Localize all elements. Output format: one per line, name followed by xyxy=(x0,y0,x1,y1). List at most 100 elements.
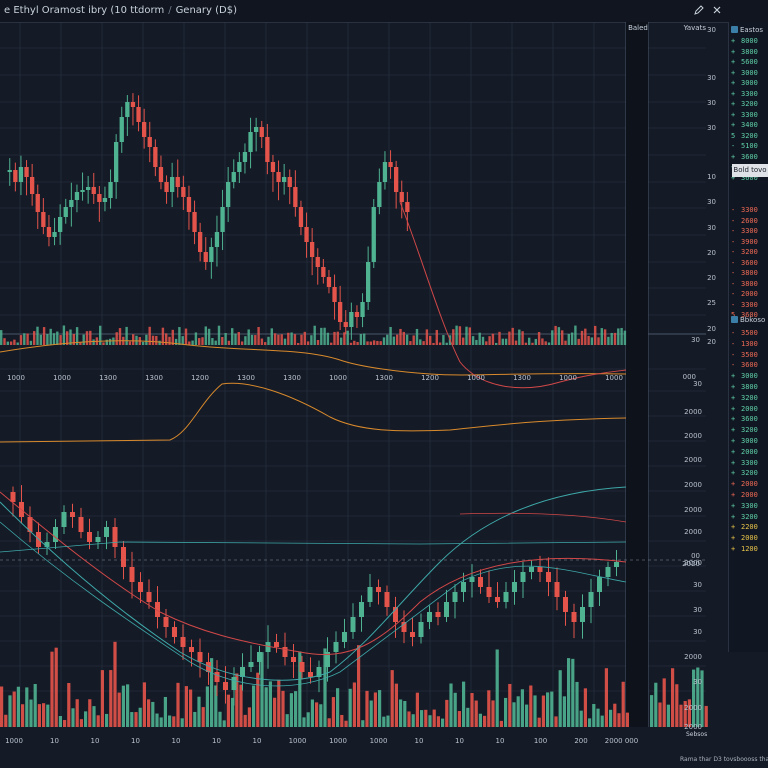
watchlist-row[interactable]: +1200 xyxy=(731,544,768,555)
watchlist-row[interactable]: +3800 xyxy=(731,47,768,58)
volume-bar xyxy=(405,334,409,345)
ma-line xyxy=(399,201,627,389)
watchlist-row[interactable]: +3000 xyxy=(731,371,768,382)
candle xyxy=(298,207,304,227)
price-tick-label: 25 xyxy=(707,299,716,307)
watchlist-row[interactable]: +3000 xyxy=(731,436,768,447)
volume-bar xyxy=(415,692,419,727)
candle xyxy=(138,582,143,592)
candle xyxy=(78,517,84,532)
watchlist-row[interactable]: +2000 xyxy=(731,479,768,490)
watchlist-row[interactable]: +2000 xyxy=(731,490,768,501)
watchlist-row[interactable]: -3800 xyxy=(731,279,768,290)
price-tick-label: 2000 xyxy=(684,559,702,567)
watchlist-row[interactable]: +3400 xyxy=(731,120,768,131)
watchlist-row[interactable]: +3300 xyxy=(731,110,768,121)
volume-bar xyxy=(277,679,281,727)
volume-bar xyxy=(151,701,155,727)
watchlist-row[interactable]: +3600 xyxy=(731,414,768,425)
volume-bar xyxy=(222,720,226,727)
watchlist-row[interactable]: +3300 xyxy=(731,458,768,469)
watchlist-row[interactable]: -3300 xyxy=(731,226,768,237)
watchlist-row[interactable]: +2000 xyxy=(731,447,768,458)
volume-bar xyxy=(204,326,207,345)
volume-bar xyxy=(298,651,302,727)
volume-bar xyxy=(378,690,382,727)
watchlist-row[interactable]: -3600 xyxy=(731,258,768,269)
price-tick-label: 2000 xyxy=(684,704,702,712)
candle xyxy=(461,582,466,592)
price-tick-label: 000 xyxy=(683,373,696,381)
watchlist-row[interactable]: -3800 xyxy=(731,268,768,279)
watchlist-section2-header[interactable]: Bbkoso xyxy=(731,314,768,326)
watchlist-row[interactable]: +3300 xyxy=(731,89,768,100)
watchlist-row[interactable]: -3500 xyxy=(731,350,768,361)
row-indicator: + xyxy=(731,534,736,543)
watchlist-row[interactable]: +3200 xyxy=(731,99,768,110)
volume-bar xyxy=(567,333,570,345)
pencil-icon[interactable] xyxy=(692,4,706,18)
candle xyxy=(146,592,152,602)
watchlist-row[interactable]: -5100 xyxy=(731,141,768,152)
volume-bar xyxy=(88,699,92,727)
volume-bar xyxy=(382,337,386,345)
list-icon xyxy=(731,26,738,33)
watchlist-row[interactable]: +8000 xyxy=(731,36,768,47)
volume-bar xyxy=(234,333,237,345)
candle xyxy=(257,652,262,662)
watchlist-row[interactable]: -1300 xyxy=(731,339,768,350)
watchlist-row[interactable]: -3900 xyxy=(731,237,768,248)
watchlist-row[interactable]: +3200 xyxy=(731,425,768,436)
volume-bar xyxy=(580,330,584,345)
candle xyxy=(63,207,68,217)
candle xyxy=(343,322,348,327)
watchlist-row[interactable]: +3000 xyxy=(731,78,768,89)
volume-bar xyxy=(92,706,96,727)
watchlist-row[interactable]: +3600 xyxy=(731,152,768,163)
volume-bar xyxy=(344,720,348,727)
price-chart[interactable]: 3030303010303020202520203000030200020002… xyxy=(0,22,728,756)
volume-bar xyxy=(237,332,240,345)
watchlist-row[interactable]: +3800 xyxy=(731,382,768,393)
volume-bar xyxy=(247,707,251,727)
volume-bar xyxy=(29,699,33,727)
watchlist-row[interactable]: -3300 xyxy=(731,300,768,311)
volume-bar xyxy=(313,325,316,345)
volume-bar xyxy=(105,713,109,727)
watchlist-row[interactable]: +2200 xyxy=(731,522,768,533)
watchlist-row[interactable]: +3200 xyxy=(731,468,768,479)
highlight-label[interactable]: Bold tovo xyxy=(732,164,768,177)
watchlist-row[interactable]: +3300 xyxy=(731,501,768,512)
watchlist-row[interactable]: +3000 xyxy=(731,68,768,79)
volume-bar xyxy=(442,335,445,345)
watchlist-row[interactable]: +2000 xyxy=(731,404,768,415)
volume-bar xyxy=(108,338,112,345)
watchlist-row[interactable]: -3300 xyxy=(731,205,768,216)
watchlist-row[interactable]: 5 3600 xyxy=(731,310,768,321)
watchlist-row[interactable]: +2000 xyxy=(731,533,768,544)
volume-bar xyxy=(231,328,234,345)
watchlist-row[interactable]: -3500 xyxy=(731,328,768,339)
watchlist-row[interactable]: +5600 xyxy=(731,57,768,68)
symbol-label[interactable]: Genary (D$) xyxy=(175,5,238,16)
watchlist-row[interactable]: -2000 xyxy=(731,289,768,300)
watchlist-row[interactable]: +3200 xyxy=(731,393,768,404)
watchlist-row[interactable]: -3200 xyxy=(731,247,768,258)
volume-bar xyxy=(113,641,117,727)
watchlist-header[interactable]: Eastos xyxy=(731,24,768,36)
close-icon[interactable] xyxy=(710,4,724,18)
watchlist-row[interactable]: 5 3200 xyxy=(731,131,768,142)
watchlist-row[interactable]: +3600 xyxy=(731,173,768,184)
candle xyxy=(259,127,264,137)
volume-bar xyxy=(487,690,491,727)
watchlist-row[interactable]: +3200 xyxy=(731,512,768,523)
row-indicator: + xyxy=(731,480,736,489)
row-indicator: - xyxy=(731,300,736,309)
row-value: 3300 xyxy=(741,110,758,119)
volume-bar xyxy=(594,325,597,345)
volume-bar xyxy=(23,333,26,345)
watchlist-row[interactable]: -2600 xyxy=(731,216,768,227)
watchlist-row[interactable]: -3600 xyxy=(731,360,768,371)
volume-bar xyxy=(382,716,386,727)
volume-bar xyxy=(52,333,56,345)
